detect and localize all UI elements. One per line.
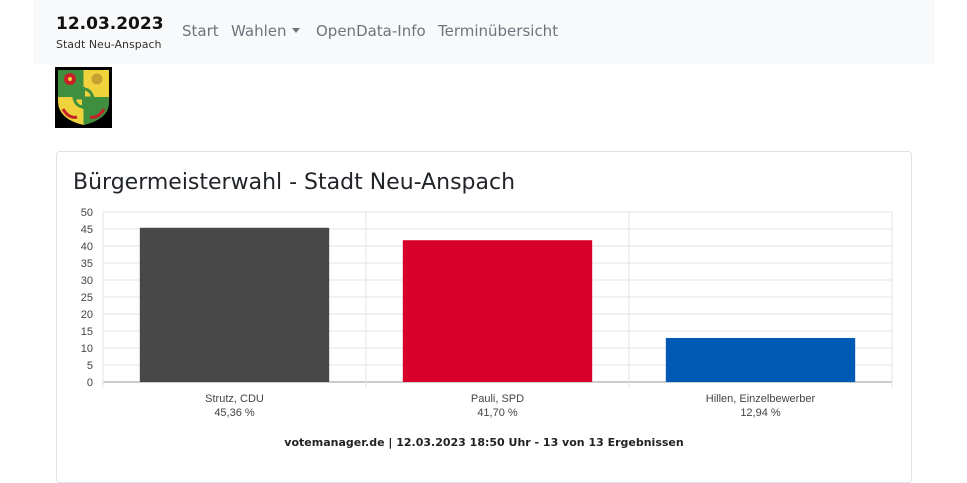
y-tick-label: 40 (81, 241, 93, 253)
nav-item-start-label: Start (182, 22, 219, 40)
value-label: 45,36 % (214, 407, 255, 419)
result-card: Bürgermeisterwahl - Stadt Neu-Anspach 0 5… (56, 151, 912, 483)
bar-chart: 0 5 10 15 20 25 30 35 40 45 50 Strutz, CDU 45,36 % Pa… (81, 207, 893, 419)
value-label: 41,70 % (477, 407, 518, 419)
footer-note: votemanager.de | 12.03.2023 18:50 Uhr - … (284, 436, 684, 449)
y-tick-label: 5 (87, 360, 93, 372)
bar-2[interactable] (402, 240, 593, 382)
nav-item-termine[interactable]: Terminübersicht (438, 22, 558, 40)
nav-item-termine-label: Terminübersicht (438, 22, 559, 40)
brand-date[interactable]: 12.03.2023 (56, 14, 164, 34)
bar-3[interactable] (665, 338, 856, 382)
y-tick-label: 25 (81, 292, 93, 304)
y-tick-label: 15 (81, 326, 93, 338)
chevron-down-icon (292, 28, 301, 33)
brand-subtitle[interactable]: Stadt Neu-Anspach (56, 38, 162, 51)
category-label: Pauli, SPD (471, 393, 524, 405)
y-tick-label: 30 (81, 275, 93, 287)
nav-item-opendata-label: OpenData-Info (316, 22, 426, 40)
y-tick-label: 45 (81, 224, 93, 236)
y-tick-label: 35 (81, 258, 93, 270)
category-label: Hillen, Einzelbewerber (706, 393, 816, 405)
nav-item-opendata[interactable]: OpenData-Info (316, 22, 426, 40)
y-tick-label: 20 (81, 309, 93, 321)
category-label: Strutz, CDU (205, 393, 264, 405)
navbar: 12.03.2023 Stadt Neu-Anspach Start Wahle… (33, 0, 935, 64)
value-label: 12,94 % (740, 407, 781, 419)
y-tick-label: 0 (87, 377, 93, 389)
bar-1[interactable] (139, 227, 330, 382)
nav-item-wahlen[interactable]: Wahlen (231, 22, 301, 40)
coat-of-arms-icon (55, 67, 112, 128)
nav-item-wahlen-label: Wahlen (231, 22, 287, 40)
card-title: Bürgermeisterwahl - Stadt Neu-Anspach (73, 170, 516, 195)
nav-item-start[interactable]: Start (182, 22, 219, 40)
y-tick-label: 50 (81, 207, 93, 219)
y-tick-label: 10 (81, 343, 93, 355)
